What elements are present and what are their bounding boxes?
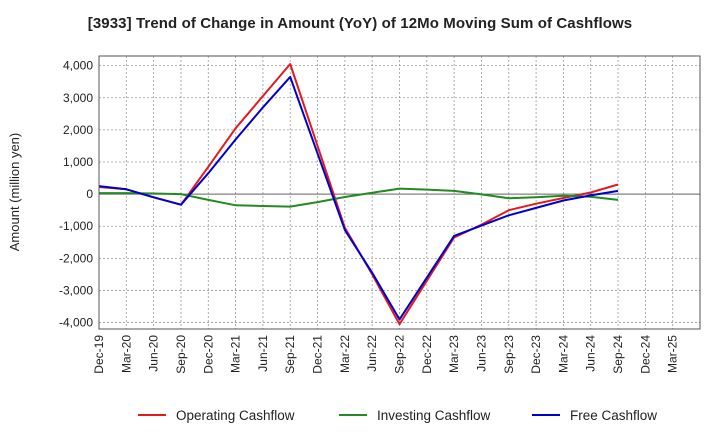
- x-tick-label: Jun-23: [474, 335, 488, 372]
- x-tick-labels: Dec-19 Mar-20 Jun-20 Sep-20 Dec-20 Mar-21 Jun-…: [92, 335, 680, 374]
- y-tick-label: -3,000: [59, 283, 93, 297]
- x-tick-label: Jun-20: [147, 335, 161, 372]
- x-tick-label: Sep-20: [174, 335, 188, 374]
- x-tick-label: Mar-21: [229, 335, 243, 373]
- x-tick-label: Mar-24: [556, 335, 570, 373]
- legend-swatch: [138, 414, 166, 416]
- legend-item: Free Cashflow: [532, 404, 657, 426]
- y-tick-label: -4,000: [59, 316, 93, 330]
- y-tick-label: 1,000: [63, 155, 93, 169]
- x-tick-label: Mar-25: [666, 335, 680, 373]
- x-tick-label: Dec-22: [420, 335, 434, 374]
- y-tick-label: -2,000: [59, 251, 93, 265]
- y-tick-labels: 4,000 3,000 2,000 1,000 0 -1,000 -2,000 -3,000 -…: [59, 59, 93, 330]
- legend-label: Investing Cashflow: [377, 407, 491, 423]
- series-line-investing-cashflow: [99, 187, 619, 208]
- x-tick-label: Dec-24: [638, 335, 652, 374]
- chart-title: [3933] Trend of Change in Amount (YoY) o…: [87, 15, 633, 32]
- y-tick-label: 4,000: [63, 59, 93, 73]
- legend-swatch: [532, 414, 560, 416]
- legend-label: Operating Cashflow: [176, 407, 295, 423]
- x-tick-label: Dec-20: [201, 335, 215, 374]
- x-tick-label: Sep-21: [283, 335, 297, 374]
- y-tick-label: 0: [86, 187, 93, 201]
- y-tick-label: 3,000: [63, 91, 93, 105]
- x-tick-label: Mar-23: [447, 335, 461, 373]
- x-tick-label: Sep-24: [611, 335, 625, 374]
- x-tick-label: Mar-20: [119, 335, 133, 373]
- x-tick-label: Mar-22: [338, 335, 352, 373]
- x-tick-label: Jun-22: [365, 335, 379, 372]
- x-tick-label: Sep-22: [393, 335, 407, 374]
- plot-frame: [98, 55, 701, 330]
- y-tick-label: 2,000: [63, 123, 93, 137]
- legend-label: Free Cashflow: [570, 407, 658, 423]
- legend-item: Investing Cashflow: [339, 404, 490, 426]
- legend-swatch: [339, 414, 367, 416]
- x-tick-label: Jun-24: [584, 335, 598, 372]
- series-lines: [98, 63, 619, 326]
- x-tick-label: Jun-21: [256, 335, 270, 372]
- x-tick-label: Dec-21: [311, 335, 325, 374]
- x-tick-label: Dec-19: [92, 335, 106, 374]
- series-line-free-cashflow: [98, 75, 619, 321]
- x-tick-label: Sep-23: [502, 335, 516, 374]
- y-tick-label: -1,000: [59, 219, 93, 233]
- legend: Operating Cashflow Investing Cashflow Free…: [0, 404, 720, 426]
- x-tick-label: Dec-23: [529, 335, 543, 374]
- legend-item: Operating Cashflow: [138, 404, 295, 426]
- y-axis-title: Amount (million yen): [7, 133, 22, 252]
